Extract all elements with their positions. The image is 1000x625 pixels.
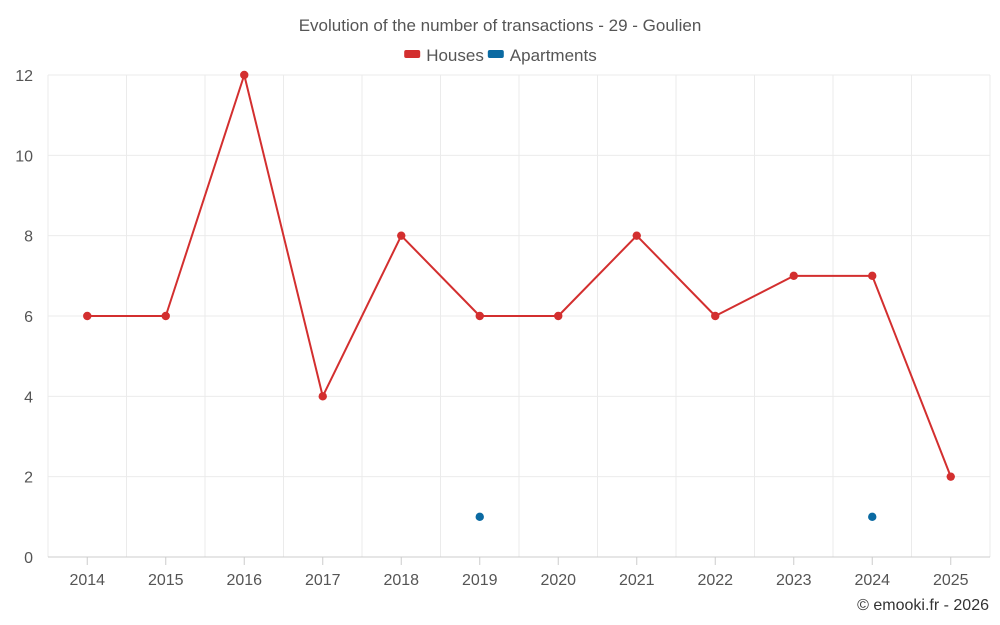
houses-point: [868, 271, 877, 281]
houses-line: [87, 74, 952, 478]
legend: Houses Apartments: [404, 46, 597, 65]
x-tick-label: 2015: [148, 572, 184, 589]
y-tick-label: 2: [24, 470, 33, 487]
houses-point: [554, 311, 563, 321]
y-tick-label: 6: [24, 309, 33, 326]
houses-point: [789, 271, 798, 281]
x-tick-label: 2020: [540, 572, 576, 589]
houses-point: [240, 70, 249, 80]
houses-point: [946, 472, 955, 481]
legend-swatch-houses: [404, 50, 421, 58]
chart-title: Evolution of the number of transactions …: [299, 16, 702, 35]
y-axis: 0 2 4 6 8 10 12: [15, 68, 33, 567]
apartments-point: [475, 512, 484, 522]
y-tick-label: 4: [24, 389, 33, 406]
legend-label-houses: Houses: [426, 46, 484, 65]
x-tick-label: 2021: [619, 572, 655, 589]
houses-point: [397, 231, 406, 240]
y-tick-label: 0: [24, 550, 33, 567]
houses-point: [161, 311, 170, 321]
x-tick-label: 2025: [933, 572, 969, 589]
x-tick-label: 2019: [462, 572, 498, 589]
x-tick-label: 2018: [383, 572, 419, 589]
x-tick-label: 2023: [776, 572, 812, 589]
houses-point: [83, 311, 92, 321]
houses-point: [475, 311, 484, 321]
legend-label-apartments: Apartments: [510, 46, 597, 65]
x-tick-label: 2024: [854, 572, 890, 589]
houses-point: [632, 231, 641, 240]
series-layer: [83, 70, 955, 522]
legend-swatch-apartments: [487, 50, 504, 58]
credit-text: © emooki.fr - 2026: [857, 597, 989, 614]
x-tick-label: 2016: [226, 572, 262, 589]
x-tick-label: 2017: [305, 572, 341, 589]
x-axis: 2014 2015 2016 2017 2018 2019 2020 2021 2022 2023…: [48, 556, 990, 589]
y-tick-label: 10: [15, 148, 33, 165]
houses-point: [318, 392, 327, 401]
y-tick-label: 12: [15, 68, 33, 85]
legend-item-apartments: Apartments: [487, 46, 597, 65]
y-tick-label: 8: [24, 229, 33, 246]
series-houses: [83, 70, 955, 481]
x-tick-label: 2022: [697, 572, 733, 589]
legend-item-houses: Houses: [404, 46, 484, 65]
series-apartments: [475, 512, 877, 522]
x-tick-label: 2014: [69, 572, 105, 589]
houses-point: [711, 311, 720, 321]
apartments-point: [868, 512, 877, 522]
